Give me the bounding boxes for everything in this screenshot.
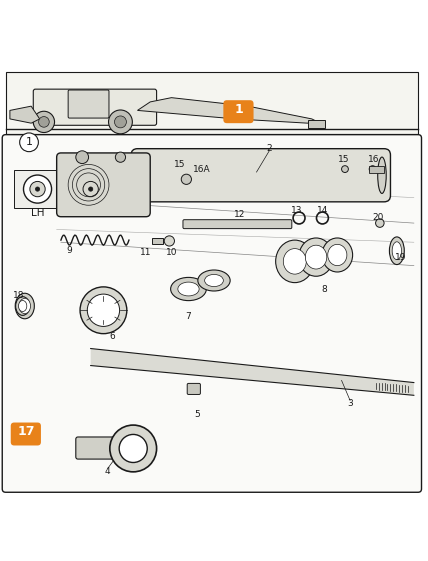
Circle shape xyxy=(83,181,98,197)
Ellipse shape xyxy=(205,274,223,287)
Circle shape xyxy=(20,133,39,151)
Circle shape xyxy=(116,152,125,162)
Ellipse shape xyxy=(283,249,306,274)
FancyBboxPatch shape xyxy=(68,90,109,118)
Circle shape xyxy=(110,425,157,472)
Text: 16: 16 xyxy=(368,155,379,164)
FancyBboxPatch shape xyxy=(56,153,150,217)
Circle shape xyxy=(30,181,45,197)
Circle shape xyxy=(181,174,191,185)
FancyBboxPatch shape xyxy=(76,437,122,459)
Text: 3: 3 xyxy=(347,399,353,408)
Text: 13: 13 xyxy=(291,206,303,215)
Ellipse shape xyxy=(19,298,30,314)
Circle shape xyxy=(76,151,89,164)
Bar xyxy=(67,170,114,208)
Text: 8: 8 xyxy=(322,284,327,293)
Ellipse shape xyxy=(299,238,333,276)
Circle shape xyxy=(164,236,175,246)
Ellipse shape xyxy=(15,293,34,319)
Text: LH: LH xyxy=(31,208,44,218)
Circle shape xyxy=(369,165,376,172)
Circle shape xyxy=(89,187,93,191)
Ellipse shape xyxy=(198,270,230,291)
Circle shape xyxy=(376,219,384,227)
Text: 1: 1 xyxy=(234,103,243,116)
Ellipse shape xyxy=(378,157,386,194)
Text: 14: 14 xyxy=(317,206,328,215)
Text: 12: 12 xyxy=(234,210,245,219)
Bar xyxy=(308,119,324,128)
Circle shape xyxy=(119,434,147,462)
Polygon shape xyxy=(137,98,316,123)
Bar xyxy=(14,170,61,208)
Circle shape xyxy=(109,110,132,134)
Text: RH: RH xyxy=(83,208,98,218)
FancyBboxPatch shape xyxy=(223,100,253,123)
Ellipse shape xyxy=(178,282,199,296)
FancyBboxPatch shape xyxy=(11,422,41,445)
Circle shape xyxy=(36,187,40,191)
Circle shape xyxy=(33,111,54,132)
Circle shape xyxy=(115,116,126,128)
Ellipse shape xyxy=(328,245,347,265)
Ellipse shape xyxy=(18,301,27,311)
Circle shape xyxy=(342,165,348,172)
Bar xyxy=(6,72,418,134)
Text: 18: 18 xyxy=(13,291,24,300)
Ellipse shape xyxy=(16,297,30,315)
FancyBboxPatch shape xyxy=(33,89,157,125)
Text: 11: 11 xyxy=(140,247,152,256)
Text: 15: 15 xyxy=(174,160,186,169)
FancyBboxPatch shape xyxy=(2,135,422,492)
FancyBboxPatch shape xyxy=(183,220,292,229)
Circle shape xyxy=(80,287,127,334)
Circle shape xyxy=(77,175,105,203)
Text: 4: 4 xyxy=(105,467,110,476)
Text: 9: 9 xyxy=(66,246,72,255)
Ellipse shape xyxy=(276,240,314,283)
Text: 19: 19 xyxy=(395,252,407,261)
Text: 17: 17 xyxy=(17,425,35,438)
Circle shape xyxy=(87,294,119,327)
Text: 15: 15 xyxy=(338,155,349,164)
Text: 16A: 16A xyxy=(193,164,211,173)
Ellipse shape xyxy=(305,245,327,269)
Text: 2: 2 xyxy=(267,144,272,153)
Text: 20: 20 xyxy=(372,213,383,222)
Ellipse shape xyxy=(137,155,147,195)
Ellipse shape xyxy=(322,238,353,272)
Ellipse shape xyxy=(171,277,206,301)
Bar xyxy=(152,238,163,245)
Text: 5: 5 xyxy=(194,410,200,419)
Text: 10: 10 xyxy=(166,247,177,256)
Text: 6: 6 xyxy=(109,332,115,341)
FancyBboxPatch shape xyxy=(187,383,200,394)
Bar xyxy=(369,165,384,173)
Ellipse shape xyxy=(389,237,404,265)
Circle shape xyxy=(24,175,51,203)
Text: 7: 7 xyxy=(186,312,191,321)
Text: 1: 1 xyxy=(26,137,33,148)
FancyBboxPatch shape xyxy=(131,149,390,202)
Polygon shape xyxy=(10,106,40,123)
Ellipse shape xyxy=(392,242,401,260)
Circle shape xyxy=(39,117,49,127)
